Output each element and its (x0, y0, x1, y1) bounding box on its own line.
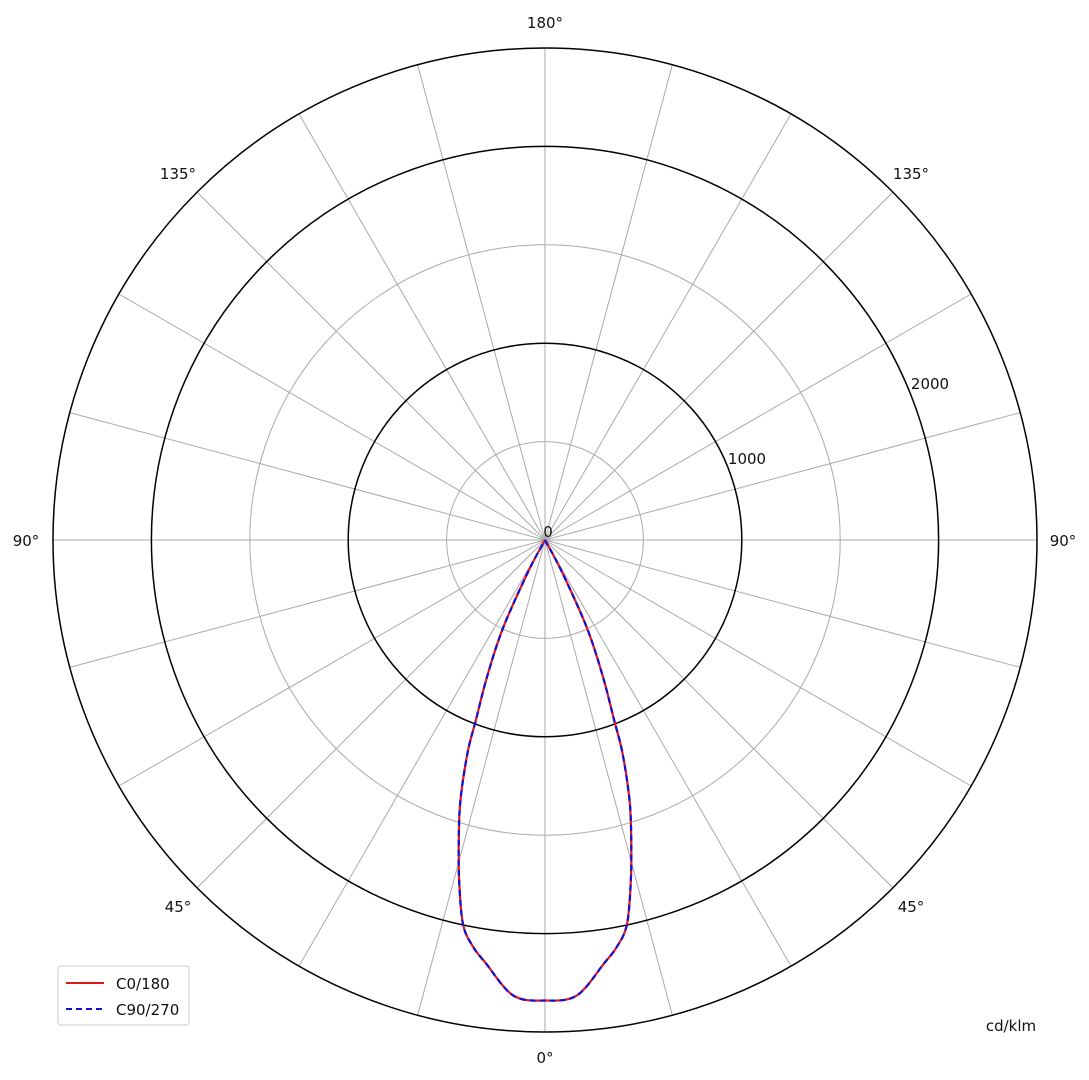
radial-gridline (417, 539, 546, 1016)
curves (457, 539, 633, 1002)
radial-gridline (544, 539, 1021, 668)
radial-gridline (196, 539, 546, 889)
radial-gridline (544, 191, 894, 541)
radial-gridline (417, 64, 546, 541)
series-curve-C90-270 (457, 539, 633, 1002)
legend-box (57, 965, 190, 1026)
radial-gridline (544, 293, 972, 541)
ring-2000 (150, 145, 940, 935)
legend-label-c0: C0/180 (116, 975, 170, 993)
radial-gridline (298, 113, 546, 541)
angle-label-bottom: 0° (536, 1049, 553, 1067)
radial-gridline (544, 64, 673, 541)
ring-2500 (52, 47, 1038, 1033)
angle-label-right: 90° (1050, 532, 1077, 550)
angle-label-lower-left: 45° (165, 898, 192, 916)
ring-1000 (347, 342, 743, 738)
ring-500 (446, 441, 644, 639)
angle-label-left: 90° (13, 532, 40, 550)
angle-label-upper-left: 135° (160, 165, 196, 183)
ring-label-1000: 1000 (728, 450, 766, 468)
ring-label-0: 0 (543, 523, 553, 541)
radial-gridline (298, 539, 546, 967)
radial-gridline (544, 113, 792, 541)
radial-gridline (544, 539, 972, 787)
radial-gridline (118, 293, 546, 541)
radial-gridline (69, 539, 546, 668)
angle-label-top: 180° (527, 14, 563, 32)
radial-gridline (69, 412, 546, 541)
radial-gridline (544, 539, 792, 967)
radial-gridline (196, 191, 546, 541)
radial-gridline (544, 539, 673, 1016)
radial-gridline (544, 412, 1021, 541)
legend: C0/180 C90/270 (57, 965, 190, 1026)
ring-label-2000: 2000 (911, 375, 949, 393)
angle-label-upper-right: 135° (893, 165, 929, 183)
angle-label-lower-right: 45° (898, 898, 925, 916)
unit-label: cd/klm (986, 1017, 1036, 1035)
ring-1500 (249, 244, 841, 836)
radial-gridline (118, 539, 546, 787)
radial-gridline (544, 539, 894, 889)
polar-grid (52, 47, 1038, 1033)
legend-label-c90: C90/270 (116, 1001, 179, 1019)
